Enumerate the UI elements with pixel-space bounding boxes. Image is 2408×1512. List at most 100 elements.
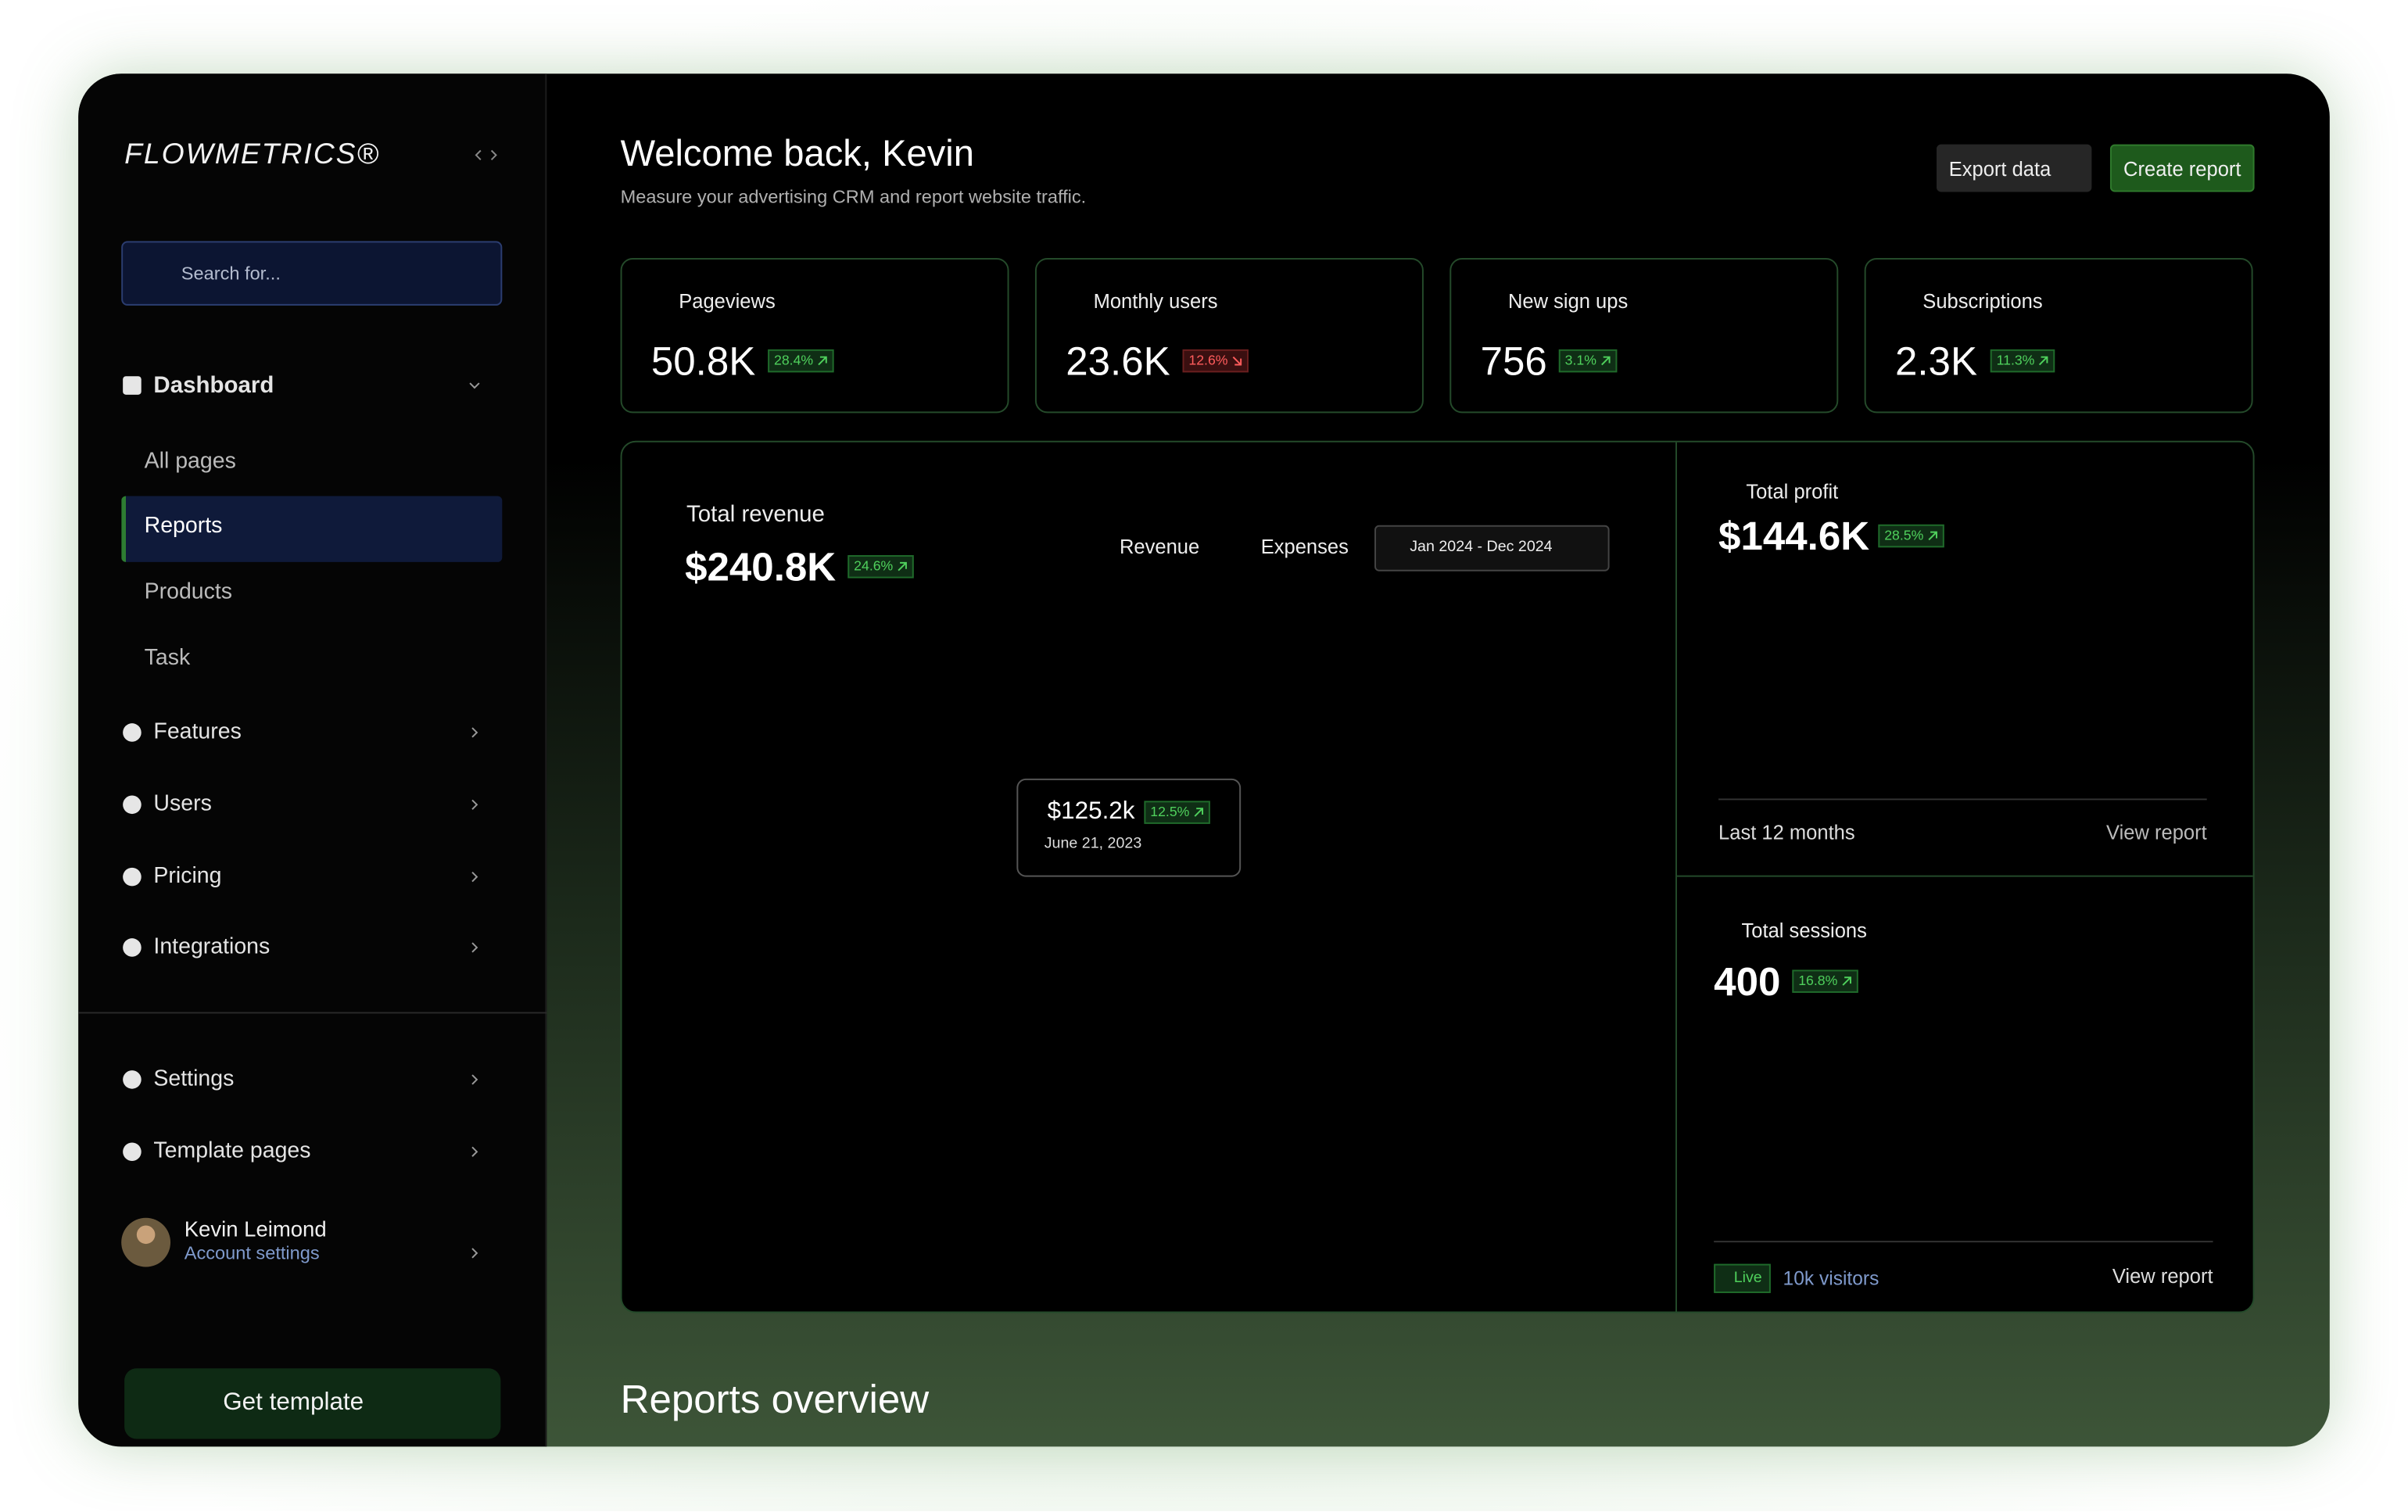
trend-arrow <box>897 561 906 571</box>
nav-icon <box>123 938 142 957</box>
nav-icon <box>123 867 142 887</box>
trend-arrow <box>1600 356 1610 366</box>
page-title: Welcome back, Kevin <box>620 133 975 175</box>
nav-icon <box>123 376 142 395</box>
change-badge: 11.3% <box>1990 349 2055 373</box>
tooltip <box>1016 778 1242 877</box>
trend-arrow <box>2038 356 2048 366</box>
change-badge: 16.8% <box>1792 969 1858 993</box>
stat-label: Pageviews <box>679 289 776 313</box>
collapse-icon <box>475 149 497 160</box>
stat-value: 2.3K <box>1894 338 1978 385</box>
tooltip-value: $125.2k <box>1047 798 1135 825</box>
date-range: Jan 2024 - Dec 2024 <box>1410 539 1553 557</box>
trend-arrow <box>1193 808 1203 817</box>
live-badge <box>1714 1263 1771 1293</box>
divider <box>1714 1241 2213 1243</box>
stat-value: 50.8K <box>650 338 756 385</box>
nav-icon <box>123 1070 142 1089</box>
nav-item[interactable]: Integrations <box>153 934 271 960</box>
change-badge: 28.4% <box>768 349 833 373</box>
chevron <box>471 1146 478 1157</box>
stat-value: 756 <box>1480 338 1547 385</box>
cta-label: Get template <box>223 1389 364 1417</box>
footer-text: Last 12 months <box>1718 820 1855 844</box>
nav-item[interactable]: Settings <box>153 1066 235 1092</box>
nav-item[interactable]: Pricing <box>153 864 222 889</box>
change-badge: 12.5% <box>1144 801 1209 824</box>
stat-card <box>1864 258 2253 414</box>
legend-label: Revenue <box>1119 535 1200 559</box>
link[interactable]: View report <box>2112 1264 2213 1288</box>
change-value: 3.1% <box>1564 352 1596 368</box>
nav-item[interactable]: Users <box>153 792 212 817</box>
button[interactable] <box>1936 144 2092 192</box>
chevron <box>469 382 480 389</box>
stat-card <box>1449 258 1839 414</box>
change-badge: 24.6% <box>847 555 913 579</box>
change-value: 11.3% <box>1996 352 2035 368</box>
nav-item[interactable]: Features <box>153 719 242 745</box>
divider <box>1677 875 2253 877</box>
trend-arrow <box>817 356 826 366</box>
nav-item[interactable]: All pages <box>144 450 236 475</box>
nav-item[interactable]: Task <box>144 646 191 671</box>
divider <box>1675 442 1678 1312</box>
live-label: Live <box>1733 1270 1762 1288</box>
nav-icon <box>123 795 142 815</box>
brand: FLOWMETRICS® <box>124 138 380 172</box>
search-box[interactable] <box>121 241 503 306</box>
user-subtitle[interactable]: Account settings <box>184 1242 320 1264</box>
button[interactable] <box>2109 144 2255 192</box>
stat-card <box>620 258 1009 414</box>
nav-item[interactable]: Dashboard <box>153 372 274 399</box>
change-value: 16.8% <box>1798 973 1838 989</box>
legend-label: Expenses <box>1260 535 1349 559</box>
chart-title: Total revenue <box>686 501 825 528</box>
visitors: 10k visitors <box>1783 1268 1879 1290</box>
nav-item[interactable]: Products <box>144 580 233 605</box>
nav-icon <box>123 1142 142 1162</box>
change-value: 12.6% <box>1188 352 1228 368</box>
change-badge: 28.5% <box>1878 524 1944 548</box>
trend-arrow <box>1927 531 1937 541</box>
change-value: 12.5% <box>1150 804 1190 819</box>
tooltip-date: June 21, 2023 <box>1044 835 1142 853</box>
button-label: Export data <box>1948 157 2051 181</box>
section-title: Reports overview <box>620 1376 930 1422</box>
active-item <box>121 496 503 562</box>
change-value: 24.6% <box>854 558 894 574</box>
change-badge: 3.1% <box>1558 349 1617 373</box>
stat-label: Monthly users <box>1093 289 1218 313</box>
cta-button[interactable] <box>124 1368 501 1439</box>
chevron <box>471 1248 478 1259</box>
chevron <box>471 872 478 883</box>
change-value: 28.5% <box>1884 527 1924 543</box>
nav-item[interactable]: Reports <box>144 514 223 539</box>
chart-title: Total profit <box>1746 479 1839 503</box>
trend-arrow <box>1231 357 1242 366</box>
user-name: Kevin Leimond <box>184 1216 327 1241</box>
link[interactable]: View report <box>2106 820 2207 844</box>
chevron <box>471 727 478 738</box>
change-badge: 12.6% <box>1182 349 1249 373</box>
nav-icon <box>123 723 142 742</box>
stat-label: New sign ups <box>1507 289 1629 313</box>
chart-value: $240.8K <box>685 543 837 590</box>
search-placeholder: Search for... <box>181 262 281 285</box>
nav-item[interactable]: Template pages <box>153 1139 311 1164</box>
button-label: Create report <box>2123 157 2241 181</box>
stat-label: Subscriptions <box>1922 289 2043 313</box>
divider <box>78 1012 547 1014</box>
chevron <box>471 799 478 810</box>
trend-arrow <box>1841 976 1851 986</box>
divider <box>1718 798 2207 801</box>
chart-value: $144.6K <box>1718 513 1870 560</box>
avatar <box>136 1225 156 1245</box>
stat-value: 23.6K <box>1066 338 1170 385</box>
page-subtitle: Measure your advertising CRM and report … <box>620 185 1087 208</box>
stat-card <box>1034 258 1424 414</box>
chart-value: 400 <box>1714 958 1781 1005</box>
date-picker[interactable] <box>1374 525 1610 571</box>
